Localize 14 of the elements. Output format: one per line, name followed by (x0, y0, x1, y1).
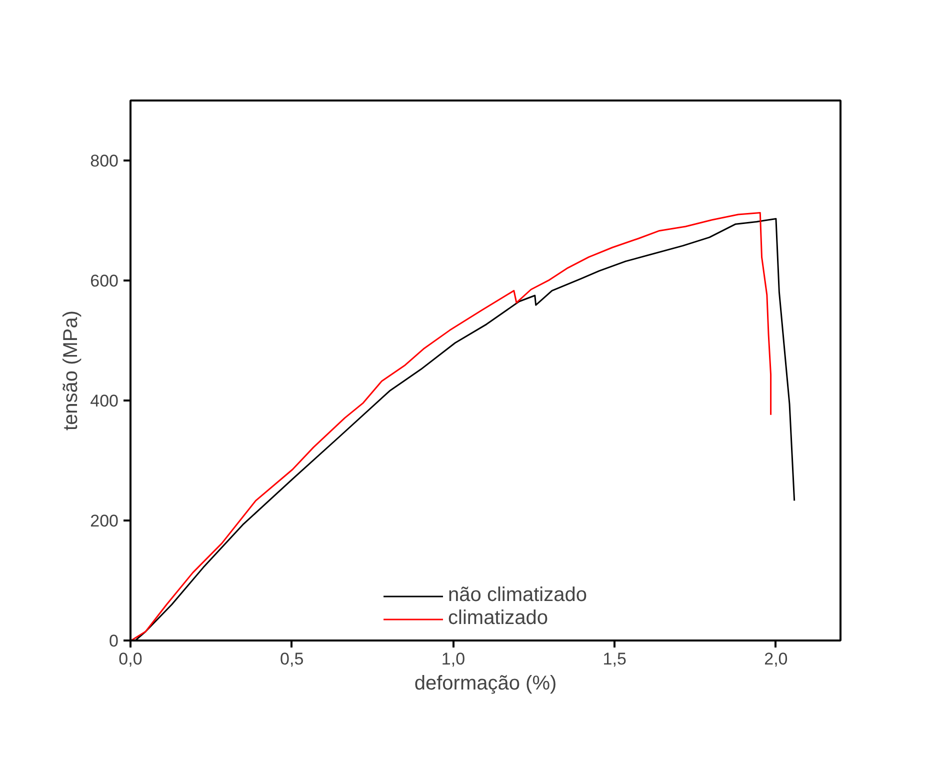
x-tick-label: 0,0 (118, 650, 142, 668)
y-tick-label: 400 (90, 392, 119, 410)
legend-label: não climatizado (448, 584, 587, 607)
x-tick-label: 2,0 (764, 650, 788, 668)
x-tick-label: 1,0 (441, 650, 466, 668)
y-tick-label: 600 (90, 272, 119, 290)
legend-label: climatizado (448, 607, 548, 630)
x-tick-label: 1,5 (602, 650, 626, 668)
y-tick-label: 0 (109, 632, 119, 650)
y-tick-label: 200 (90, 512, 119, 530)
x-axis-title: deformação (%) (414, 672, 557, 694)
y-axis-title: tensão (MPa) (60, 310, 82, 431)
y-tick-label: 800 (90, 152, 119, 170)
x-tick-label: 0,5 (280, 650, 304, 668)
